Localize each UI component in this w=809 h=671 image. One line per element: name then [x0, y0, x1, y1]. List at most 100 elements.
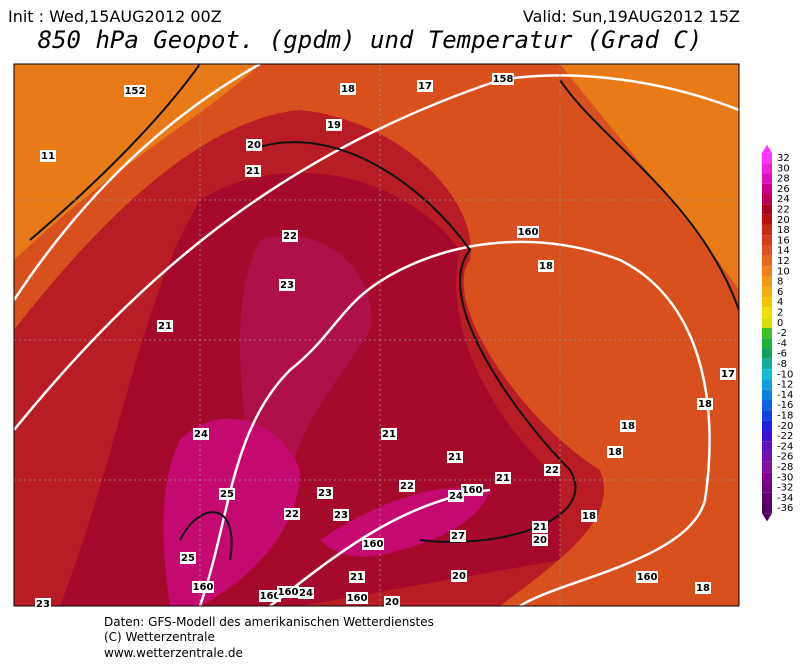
contour-label-bg — [362, 538, 384, 550]
contour-label-bg — [581, 510, 597, 522]
colorbar-swatch — [762, 410, 772, 421]
contour-label: 21 — [158, 321, 172, 332]
contour-label: 160 — [462, 485, 483, 496]
contour-label-bg — [697, 398, 713, 410]
contour-label-bg — [532, 521, 548, 533]
valid-time: Valid: Sun,19AUG2012 15Z — [523, 7, 740, 26]
colorbar-label: 10 — [777, 266, 790, 277]
colorbar-swatch — [762, 152, 772, 164]
contour-label-bg — [219, 488, 235, 500]
contour-label-bg — [461, 484, 483, 496]
contour-label-bg — [298, 587, 314, 599]
colorbar-label: -24 — [777, 441, 793, 452]
contour-label-bg — [451, 570, 467, 582]
contour-label: 18 — [608, 447, 622, 458]
contour-label-bg — [607, 446, 623, 458]
contour-label-bg — [180, 552, 196, 564]
colorbar-swatch — [762, 204, 772, 215]
contour-label-bg — [384, 596, 400, 608]
colorbar-label: -34 — [777, 493, 793, 504]
contour-label: 17 — [418, 81, 432, 92]
contour-label-bg — [532, 534, 548, 546]
colorbar-swatch — [762, 441, 772, 452]
contour-label: 11 — [41, 151, 55, 162]
colorbar-swatch — [762, 255, 772, 267]
contour-label: 22 — [283, 231, 297, 242]
contour-label-bg — [284, 508, 300, 520]
colorbar-label: -20 — [777, 421, 793, 432]
contour-label-bg — [448, 490, 464, 502]
contour-label-bg — [40, 150, 56, 162]
colorbar-label: 28 — [777, 174, 790, 185]
contour-label: 24 — [299, 588, 313, 599]
contour-label: 160 — [363, 539, 384, 550]
colorbar-label: -26 — [777, 452, 793, 463]
contour-label: 18 — [696, 583, 710, 594]
contour-label-bg — [317, 487, 333, 499]
colorbar-swatch — [762, 194, 772, 205]
contour-label-bg — [333, 509, 349, 521]
contour-label: 22 — [285, 509, 299, 520]
contour-label-bg — [450, 530, 466, 542]
colorbar-swatch — [762, 400, 772, 411]
contour-label-bg — [636, 571, 658, 583]
contour-label: 22 — [400, 481, 414, 492]
contour-label: 18 — [698, 399, 712, 410]
contour-label-bg — [277, 586, 299, 598]
colorbar-label: -8 — [777, 359, 787, 370]
contour-label: 21 — [246, 166, 260, 177]
contour-label: 23 — [334, 510, 348, 521]
colorbar-swatch — [762, 482, 772, 493]
contour-label: 21 — [533, 522, 547, 533]
contour-label: 160 — [260, 591, 281, 602]
colorbar-label: 14 — [777, 246, 790, 257]
colorbar-label: 30 — [777, 163, 790, 174]
colorbar-label: -14 — [777, 390, 793, 401]
colorbar-swatch — [762, 317, 772, 328]
contour-label-bg — [349, 571, 365, 583]
colorbar-label: 6 — [777, 287, 783, 298]
colorbar-label: -36 — [777, 503, 793, 514]
contour-label: 18 — [341, 84, 355, 95]
contour-label-bg — [544, 464, 560, 476]
contour-label-bg — [417, 80, 433, 92]
contour-label-bg — [346, 592, 368, 604]
contour-label: 25 — [220, 489, 234, 500]
colorbar-swatch — [762, 348, 772, 359]
colorbar-swatch — [762, 183, 772, 195]
colorbar-label: -2 — [777, 328, 787, 339]
colorbar-swatch — [762, 173, 772, 184]
contour-label: 160 — [637, 572, 658, 583]
contour-label: 160 — [347, 593, 368, 604]
colorbar-label: -12 — [777, 380, 793, 391]
colorbar-swatch — [762, 369, 772, 380]
colorbar-swatch — [762, 503, 772, 514]
colorbar-swatch — [762, 461, 772, 473]
contour-label: 24 — [449, 491, 463, 502]
colorbar-label: 32 — [777, 153, 790, 164]
contour-label: 18 — [539, 261, 553, 272]
colorbar-swatch — [762, 338, 772, 349]
colorbar-label: 2 — [777, 308, 783, 319]
contour-label-bg — [495, 472, 511, 484]
contour-label: 19 — [327, 120, 341, 131]
contour-label: 21 — [382, 429, 396, 440]
contour-label: 21 — [448, 452, 462, 463]
footer-line: www.wetterzentrale.de — [104, 646, 243, 660]
contour-label-bg — [157, 320, 173, 332]
colorbar-label: -16 — [777, 400, 793, 411]
contour-label-bg — [35, 598, 51, 610]
colorbar-swatch — [762, 492, 772, 504]
colorbar-swatch — [762, 297, 772, 308]
colorbar-swatch — [762, 430, 772, 442]
colorbar-swatch — [762, 266, 772, 277]
colorbar-tip — [762, 144, 772, 153]
colorbar-swatch — [762, 327, 772, 339]
contour-label: 27 — [451, 531, 465, 542]
contour-label: 21 — [496, 473, 510, 484]
contour-label-bg — [192, 581, 214, 593]
contour-label-bg — [538, 260, 554, 272]
colorbar-label: -18 — [777, 411, 793, 422]
contour-label-bg — [620, 420, 636, 432]
